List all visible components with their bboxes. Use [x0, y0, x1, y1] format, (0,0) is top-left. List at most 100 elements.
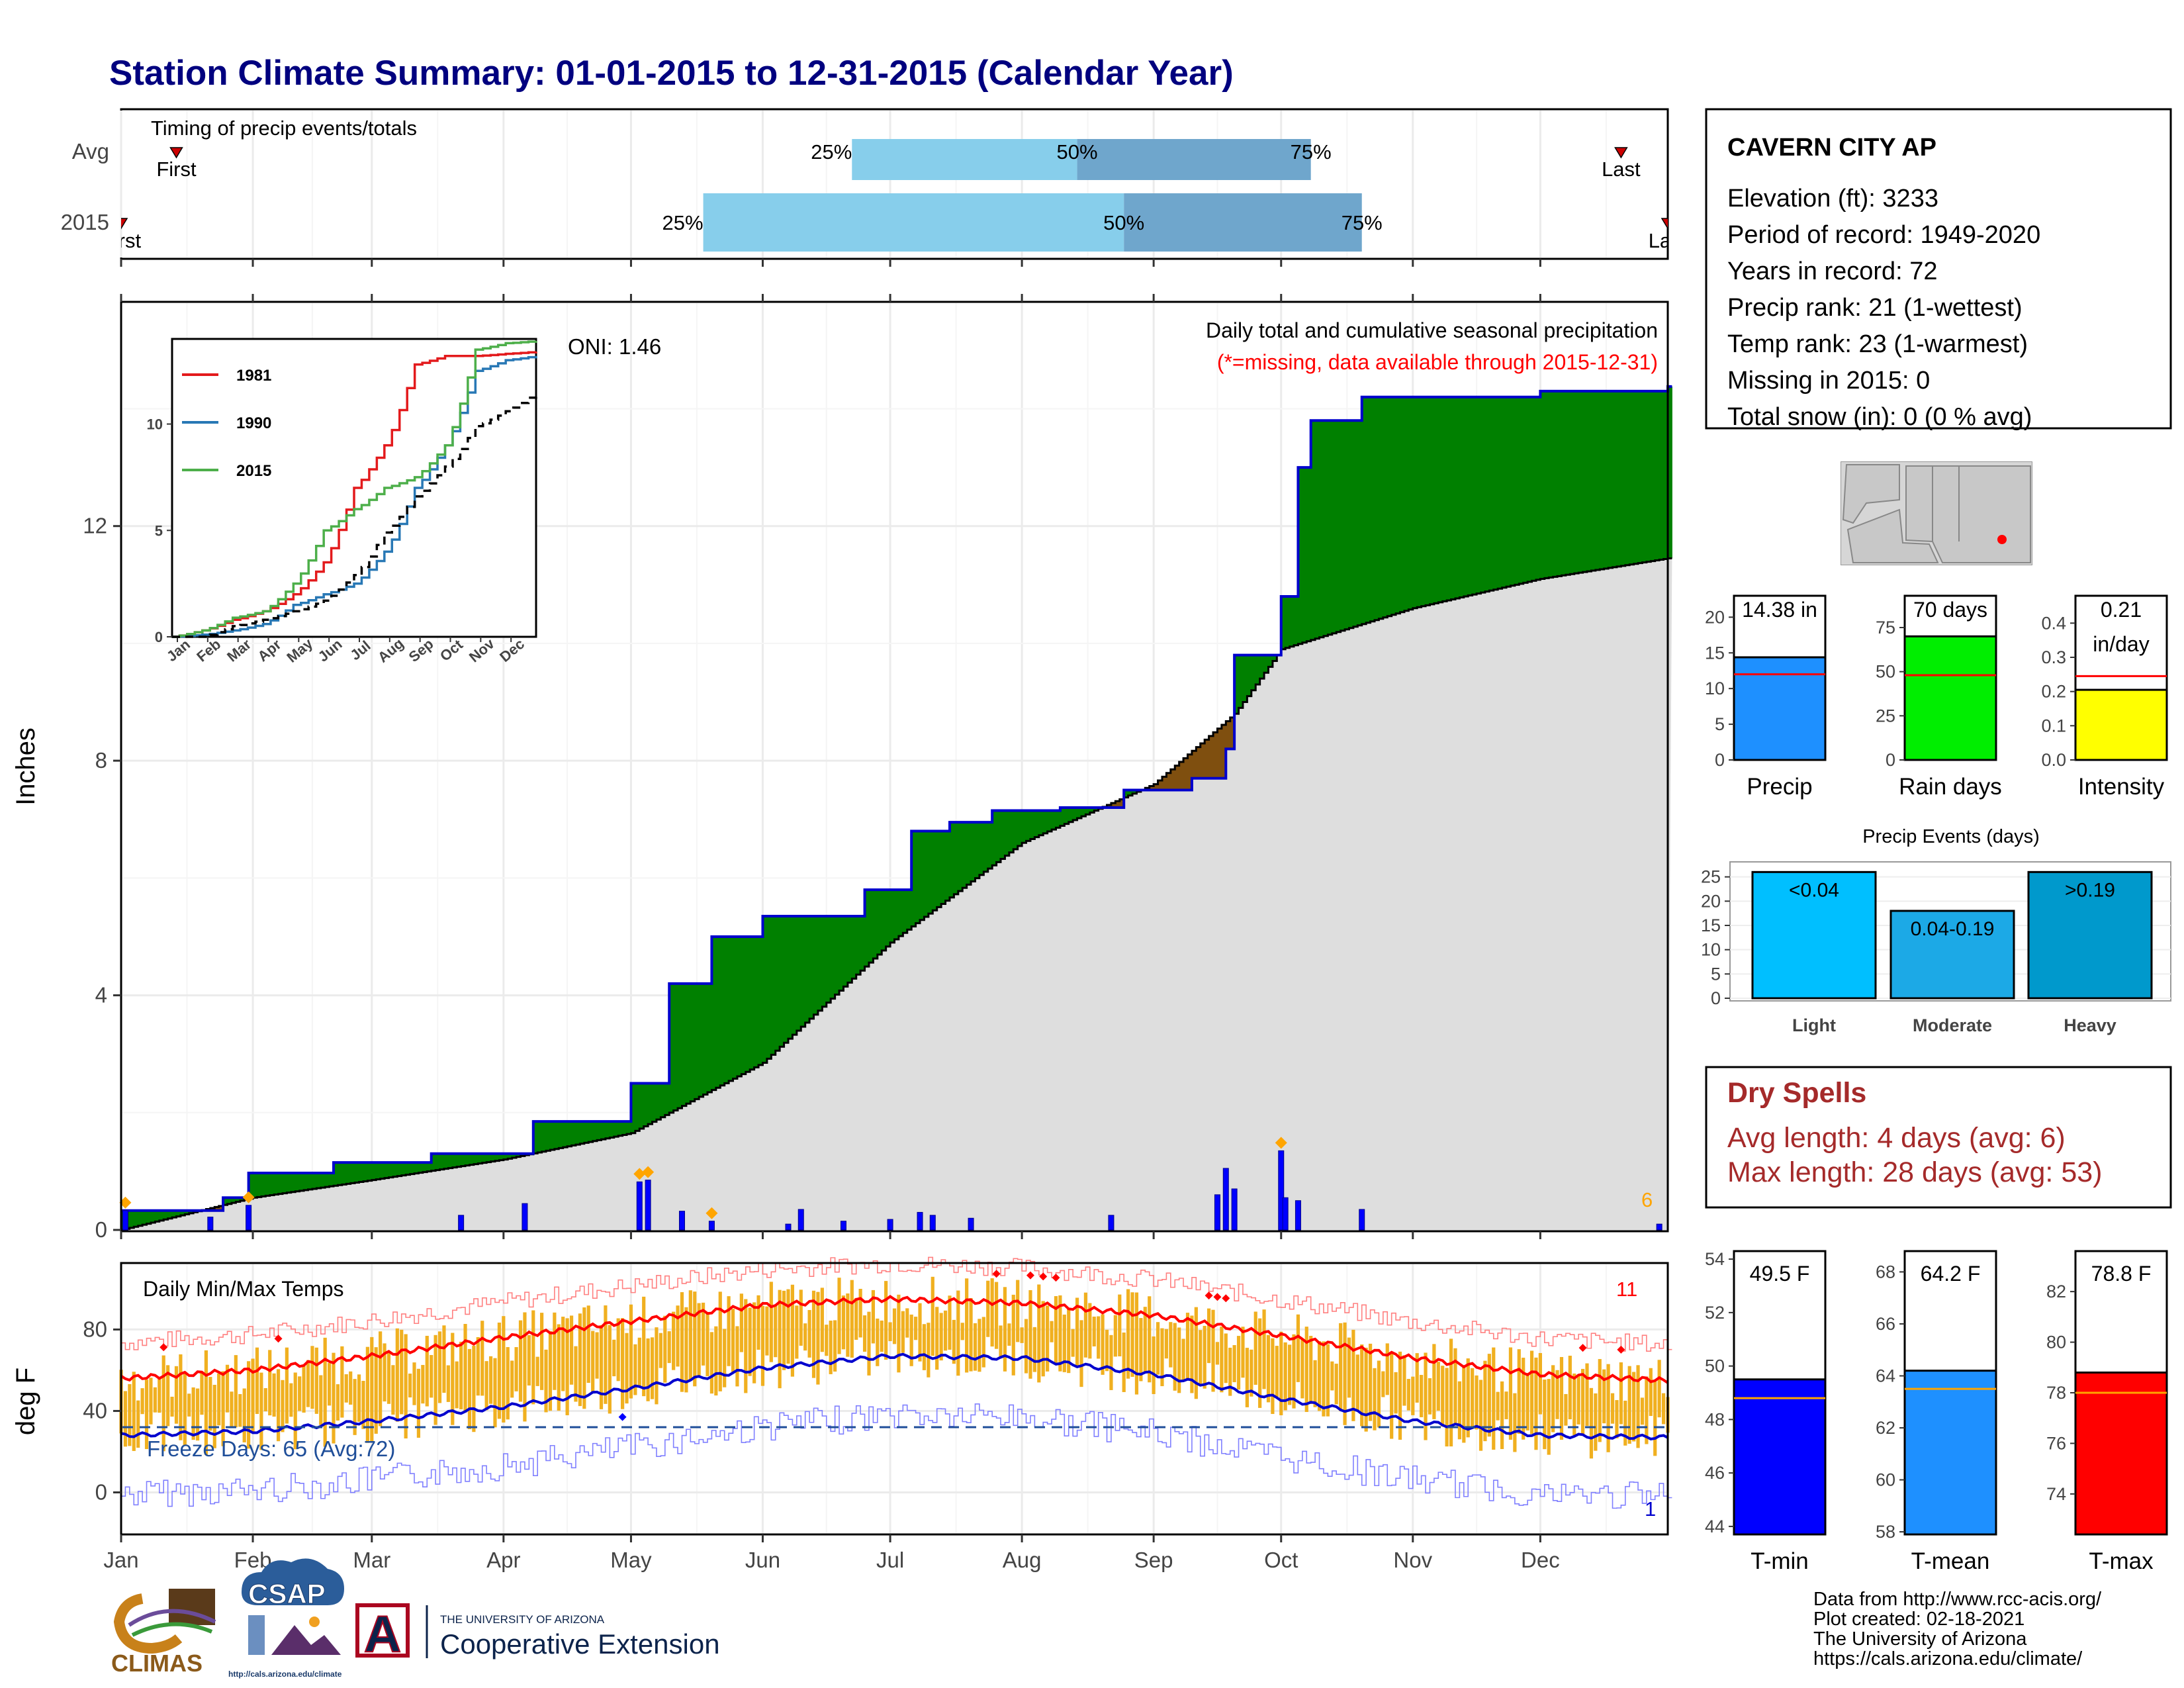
daily-temp-bar — [990, 1278, 994, 1347]
daily-temp-bar — [608, 1325, 612, 1414]
daily-temp-bar — [709, 1332, 714, 1394]
daily-temp-bar — [943, 1310, 948, 1351]
daily-temp-bar — [1432, 1344, 1436, 1419]
daily-temp-bar — [718, 1291, 722, 1391]
daily-temp-bar — [1194, 1307, 1198, 1399]
daily-temp-bar — [1152, 1336, 1156, 1394]
daily-precip-bar — [522, 1203, 528, 1231]
timing-bar-q1 — [852, 139, 1077, 180]
daily-temp-bar — [1589, 1387, 1594, 1459]
daily-temp-bar — [1101, 1314, 1105, 1375]
precip-events-title: Precip Events (days) — [1862, 826, 2040, 847]
station-line: Years in record: 72 — [1727, 258, 1938, 285]
daily-temp-bar — [905, 1308, 909, 1338]
summary-tick-label: 48 — [1705, 1409, 1725, 1429]
daily-temp-bar — [323, 1337, 327, 1447]
daily-temp-bar — [697, 1303, 701, 1376]
daily-temp-bar — [1657, 1360, 1661, 1418]
daily-temp-bar — [1207, 1308, 1211, 1364]
daily-temp-bar — [1496, 1391, 1500, 1421]
month-tick-label: Sep — [1134, 1548, 1173, 1572]
daily-temp-bar — [1471, 1368, 1475, 1428]
daily-temp-bar — [1011, 1294, 1015, 1376]
summary-tick-label: 10 — [1705, 679, 1725, 698]
daily-temp-bar — [247, 1361, 251, 1449]
daily-temp-bar — [884, 1281, 888, 1360]
daily-precip-bar — [1359, 1209, 1365, 1231]
daily-temp-bar — [557, 1324, 561, 1411]
ua-line1: THE UNIVERSITY OF ARIZONA — [440, 1613, 605, 1626]
daily-temp-bar — [336, 1384, 340, 1421]
daily-temp-bar — [837, 1278, 841, 1354]
daily-temp-bar — [1334, 1364, 1338, 1405]
daily-temp-bar — [1079, 1320, 1083, 1387]
daily-temp-bar — [1360, 1344, 1364, 1427]
daily-temp-bar — [412, 1362, 416, 1405]
dry-spells-title: Dry Spells — [1727, 1077, 1866, 1109]
daily-temp-bar — [404, 1334, 408, 1439]
daily-temp-bar — [1245, 1348, 1249, 1407]
record-high-count: 11 — [1616, 1278, 1637, 1301]
daily-temp-bar — [1598, 1359, 1602, 1442]
daily-precip-bar — [1295, 1200, 1301, 1231]
summary-temp-bar — [1733, 1378, 1827, 1536]
summary-tick-label: 44 — [1705, 1517, 1725, 1536]
y-tick-label: 40 — [83, 1398, 107, 1423]
summary-tick-label: 52 — [1705, 1303, 1725, 1323]
daily-temp-bar — [463, 1324, 467, 1413]
timing-pct-label: 75% — [1291, 140, 1332, 164]
summary-tick-label: 75 — [1876, 618, 1895, 637]
daily-temp-bar — [430, 1354, 433, 1398]
daily-temp-bar — [421, 1364, 425, 1404]
daily-temp-bar — [939, 1313, 943, 1361]
summary-tick-label: 80 — [2046, 1333, 2066, 1352]
climas-logo-text: CLIMAS — [111, 1650, 203, 1677]
daily-temp-bar — [1322, 1341, 1326, 1417]
daily-temp-bar — [455, 1361, 459, 1409]
ua-line2: Cooperative Extension — [440, 1628, 720, 1660]
summary-tick-label: 20 — [1705, 607, 1725, 627]
daily-temp-bar — [276, 1369, 281, 1442]
daily-temp-bar — [1445, 1368, 1449, 1447]
daily-precip-bar — [968, 1217, 974, 1231]
daily-temp-bar — [183, 1373, 187, 1446]
inset-legend-label: 1990 — [236, 414, 271, 432]
top-precip-marker — [242, 1191, 255, 1203]
daily-temp-bar — [880, 1320, 884, 1352]
daily-temp-bar — [158, 1377, 161, 1413]
daily-temp-bar — [829, 1321, 833, 1374]
record-high-marker — [1578, 1344, 1587, 1352]
daily-precip-bar — [1656, 1223, 1662, 1231]
summary-tick-label: 0.4 — [2041, 613, 2066, 633]
daily-temp-bar — [293, 1372, 297, 1450]
daily-temp-bar — [1304, 1327, 1308, 1413]
daily-temp-bar — [795, 1305, 799, 1359]
credit-line: The University of Arizona — [1813, 1628, 2027, 1650]
daily-precip-bar — [246, 1205, 252, 1231]
station-name: CAVERN CITY AP — [1727, 134, 1936, 162]
y-tick-label: 0 — [95, 1479, 107, 1504]
first-event-label: First — [156, 158, 197, 181]
daily-temp-bar — [1156, 1322, 1160, 1375]
daily-temp-bar — [514, 1347, 518, 1391]
daily-temp-bar — [395, 1328, 399, 1422]
daily-temp-bar — [807, 1309, 811, 1358]
summary-bar-label: T-mean — [1911, 1548, 1990, 1574]
daily-temp-bar — [1436, 1362, 1440, 1411]
summary-tick-label: 15 — [1705, 643, 1725, 663]
summary-tick-label: 0 — [1886, 750, 1895, 770]
daily-temp-bar — [748, 1307, 752, 1376]
daily-temp-bar — [850, 1280, 854, 1358]
top-precip-marker — [642, 1166, 655, 1178]
daily-temp-bar — [790, 1284, 795, 1377]
daily-temp-bar — [234, 1355, 238, 1428]
timing-row-avg-label: Avg — [72, 139, 109, 164]
summary-tick-label: 74 — [2046, 1484, 2066, 1504]
daily-temp-bar — [1543, 1380, 1547, 1450]
daily-temp-bar — [379, 1331, 383, 1427]
normal-cumulative-line — [121, 557, 1672, 1231]
month-tick-label: Oct — [1264, 1548, 1298, 1572]
daily-temp-bar — [1024, 1319, 1028, 1374]
daily-temp-bar — [230, 1391, 234, 1427]
record-high-marker — [1026, 1271, 1034, 1280]
